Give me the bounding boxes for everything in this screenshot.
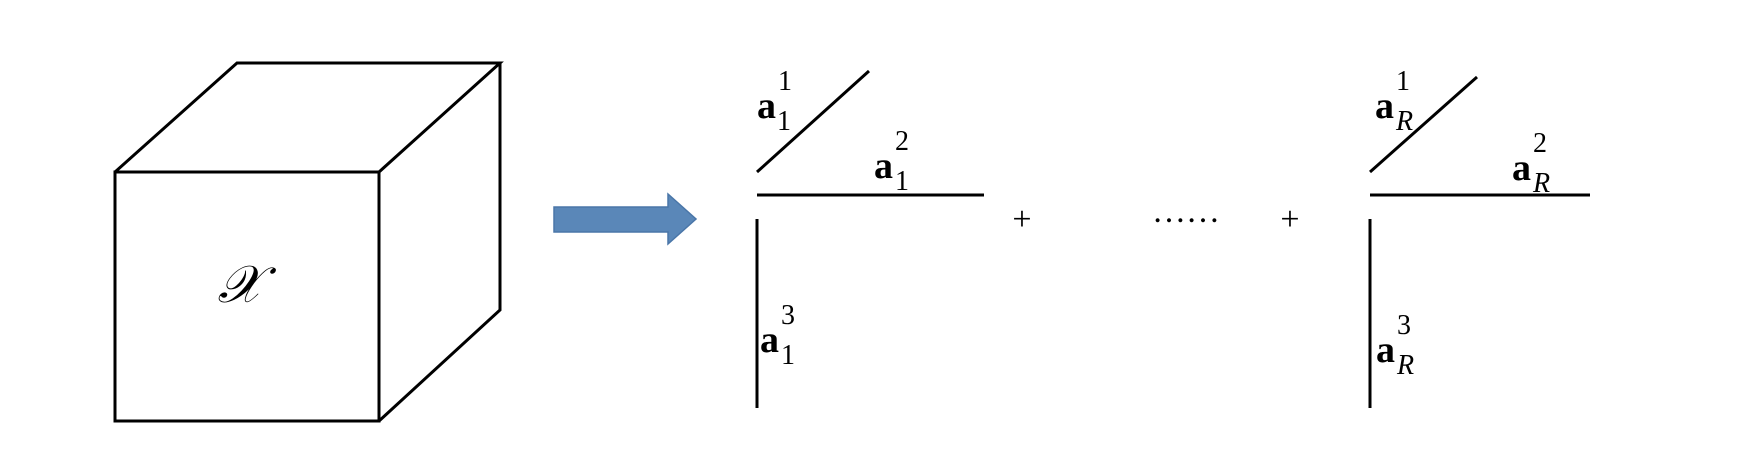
- vector-sup: 3: [1397, 310, 1411, 341]
- cube-label: 𝒳: [218, 257, 277, 314]
- rank-one-term-R: a1 R a2 R a3 R: [1368, 66, 1590, 408]
- ellipsis: ……: [1152, 193, 1220, 230]
- vector-base: a: [874, 145, 893, 187]
- cube-side-face: [377, 63, 502, 423]
- vector-label-a1-1: a1 1: [757, 66, 791, 137]
- vector-line-a1-1: [755, 69, 871, 174]
- vector-sub: R: [1395, 106, 1413, 137]
- plus-sign-2: +: [1280, 201, 1299, 238]
- vector-label-a1-2: a2 1: [874, 126, 909, 197]
- vector-base: a: [757, 85, 776, 127]
- cube-front-face: [113, 170, 381, 423]
- vector-sup: 2: [1533, 128, 1547, 159]
- vector-label-aR-1: a1 R: [1375, 66, 1413, 137]
- vector-sup: 2: [895, 126, 909, 157]
- vector-sup: 3: [781, 300, 795, 331]
- vector-base: a: [1375, 85, 1394, 127]
- vector-base: a: [760, 319, 779, 361]
- vector-label-aR-3: a3 R: [1376, 310, 1414, 381]
- vector-sub: 1: [895, 166, 909, 197]
- vector-line-aR-1: [1369, 75, 1478, 174]
- decomposition-arrow: [553, 192, 698, 246]
- vector-base: a: [1376, 329, 1395, 371]
- vector-base: a: [1512, 147, 1531, 189]
- vector-sub: 1: [781, 340, 795, 371]
- vector-sub: 1: [777, 106, 791, 137]
- vector-label-aR-2: a2 R: [1512, 128, 1550, 199]
- vector-sub: R: [1396, 350, 1414, 381]
- vector-sup: 1: [778, 66, 791, 97]
- vector-sub: R: [1532, 168, 1550, 199]
- tensor-cube: [113, 61, 504, 423]
- rank-one-term-1: a1 1 a2 1 a3 1: [755, 66, 984, 408]
- vector-label-a1-3: a3 1: [760, 300, 795, 371]
- plus-sign-1: +: [1012, 201, 1031, 238]
- vector-sup: 1: [1396, 66, 1410, 97]
- cube-top-face: [114, 61, 504, 174]
